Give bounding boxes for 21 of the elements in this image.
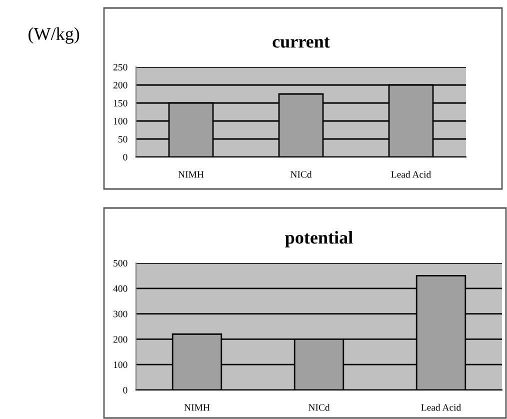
y-axis-title: (W/kg) [28, 27, 80, 44]
x-tick-label: Lead Acid [391, 170, 431, 178]
x-tick-label: Lead Acid [421, 404, 461, 411]
x-tick-label: NIMH [178, 171, 204, 178]
x-tick-label: NIMH [184, 404, 210, 411]
y-tick-label: 0 [123, 386, 128, 394]
y-tick-label: 150 [114, 100, 128, 106]
y-tick-label: 200 [114, 82, 128, 88]
y-tick-label: 400 [113, 285, 128, 292]
y-tick-label: 500 [114, 260, 128, 266]
y-tick-label: 250 [114, 64, 128, 70]
y-tick-label: 50 [118, 136, 128, 142]
y-tick-label: 200 [114, 336, 128, 343]
y-tick-label: 100 [114, 118, 128, 124]
chart-title: current [272, 37, 330, 48]
chart-title: potential [285, 231, 353, 248]
x-tick-label: NICd [308, 404, 330, 411]
y-tick-label: 0 [123, 154, 128, 160]
x-tick-label: NICd [290, 170, 312, 178]
y-tick-label: 300 [114, 310, 128, 318]
y-tick-label: 100 [114, 362, 128, 368]
